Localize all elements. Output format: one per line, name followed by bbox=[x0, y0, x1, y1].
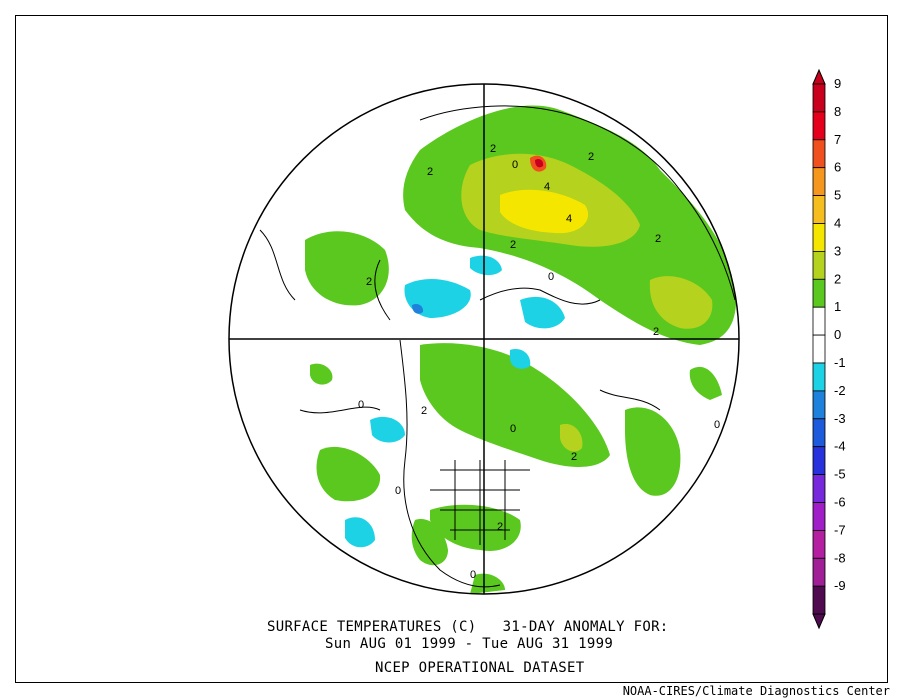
legend-arrow-bottom bbox=[812, 613, 826, 630]
legend-label: 8 bbox=[834, 104, 841, 119]
legend-swatch bbox=[812, 167, 826, 196]
legend-swatch bbox=[812, 446, 826, 476]
legend-swatch bbox=[812, 223, 826, 252]
legend-swatch bbox=[812, 529, 826, 559]
contour-label: 4 bbox=[544, 181, 550, 193]
anomaly-region-cold-4 bbox=[370, 416, 405, 443]
legend-label: -7 bbox=[834, 522, 846, 537]
legend-label: -1 bbox=[834, 355, 846, 370]
legend-swatch bbox=[812, 334, 826, 364]
contour-label: 2 bbox=[427, 166, 433, 178]
anomaly-region-america-warm bbox=[560, 423, 583, 452]
contour-label: 2 bbox=[653, 326, 659, 338]
legend-swatch bbox=[812, 474, 826, 503]
contour-label: 0 bbox=[714, 419, 720, 431]
anomaly-region-small-1 bbox=[310, 363, 333, 385]
legend-swatch bbox=[812, 585, 826, 615]
anomaly-region-atlantic-east bbox=[689, 366, 722, 400]
legend-label: -5 bbox=[834, 467, 846, 482]
contour-label: 0 bbox=[395, 485, 401, 497]
contour-label: 2 bbox=[588, 151, 594, 163]
contour-label: 2 bbox=[421, 405, 427, 417]
anomaly-region-hot-core bbox=[535, 158, 544, 168]
legend-label: 3 bbox=[834, 243, 841, 258]
anomaly-region-arctic-cold-2 bbox=[520, 296, 565, 329]
legend-swatch bbox=[812, 250, 826, 280]
contour-label: 0 bbox=[512, 159, 518, 171]
contour-label: 2 bbox=[490, 143, 496, 155]
legend-label: 6 bbox=[834, 160, 841, 175]
anomaly-region-caribbean bbox=[470, 573, 505, 594]
anomaly-region-cold-5 bbox=[345, 517, 375, 548]
legend-label: 7 bbox=[834, 132, 841, 147]
map-dataset: NCEP OPERATIONAL DATASET bbox=[375, 660, 585, 676]
contour-label: 2 bbox=[510, 239, 516, 251]
legend-label: -8 bbox=[834, 550, 846, 565]
credit-text: NOAA-CIRES/Climate Diagnostics Center bbox=[622, 684, 890, 698]
legend-swatch bbox=[812, 278, 826, 308]
anomaly-region-pacific-east bbox=[625, 407, 681, 496]
contour-label: 2 bbox=[366, 276, 372, 288]
anomaly-region-atlantic bbox=[305, 231, 389, 306]
legend-swatch bbox=[812, 362, 826, 392]
legend-label: 9 bbox=[834, 76, 841, 91]
legend-label: -3 bbox=[834, 411, 846, 426]
legend-label: 0 bbox=[834, 327, 841, 342]
contour-label: 0 bbox=[470, 569, 476, 581]
legend-label: -4 bbox=[834, 439, 846, 454]
legend-label: 1 bbox=[834, 299, 841, 314]
legend-label: 4 bbox=[834, 216, 841, 231]
legend-label: 5 bbox=[834, 188, 841, 203]
anomaly-region-siberia-hot bbox=[500, 189, 589, 234]
contour-label: 0 bbox=[548, 271, 554, 283]
anomaly-region-asia-warm bbox=[649, 276, 713, 329]
legend-label: -9 bbox=[834, 578, 846, 593]
legend-swatch bbox=[812, 390, 826, 420]
legend-swatch bbox=[812, 557, 826, 587]
map-date-range: Sun AUG 01 1999 - Tue AUG 31 1999 bbox=[325, 636, 614, 652]
legend-arrow-top bbox=[812, 68, 826, 85]
legend-swatch bbox=[812, 195, 826, 224]
legend-swatch bbox=[812, 306, 826, 336]
color-legend: 9 8 7 6 5 4 3 2 1 0 -1 -2 -3 -4 -5 -6 -7 -8 -9 bbox=[812, 68, 846, 630]
contour-label: 2 bbox=[497, 521, 503, 533]
anomaly-region-us-south bbox=[430, 504, 521, 551]
anomaly-region-mexico bbox=[411, 519, 448, 566]
legend-label: -6 bbox=[834, 495, 846, 510]
anomaly-region-pacific-west bbox=[316, 446, 381, 502]
map-title: SURFACE TEMPERATURES (C) 31-DAY ANOMALY … bbox=[267, 619, 669, 635]
contour-label: 0 bbox=[510, 423, 516, 435]
legend-swatch bbox=[812, 111, 826, 141]
plot-frame bbox=[15, 15, 888, 683]
legend-swatch bbox=[812, 83, 826, 113]
legend-label: -2 bbox=[834, 383, 846, 398]
anomaly-region-cold-6 bbox=[510, 349, 531, 369]
legend-swatch bbox=[812, 418, 826, 448]
legend-swatch bbox=[812, 502, 826, 531]
anomaly-region-cold-3 bbox=[470, 255, 502, 276]
anomaly-region-cold-7 bbox=[412, 303, 424, 314]
legend-swatch bbox=[812, 139, 826, 169]
contour-label: 2 bbox=[655, 233, 661, 245]
contour-label: 4 bbox=[566, 213, 572, 225]
contour-label: 2 bbox=[571, 451, 577, 463]
legend-label: 2 bbox=[834, 271, 841, 286]
contour-label: 0 bbox=[358, 399, 364, 411]
